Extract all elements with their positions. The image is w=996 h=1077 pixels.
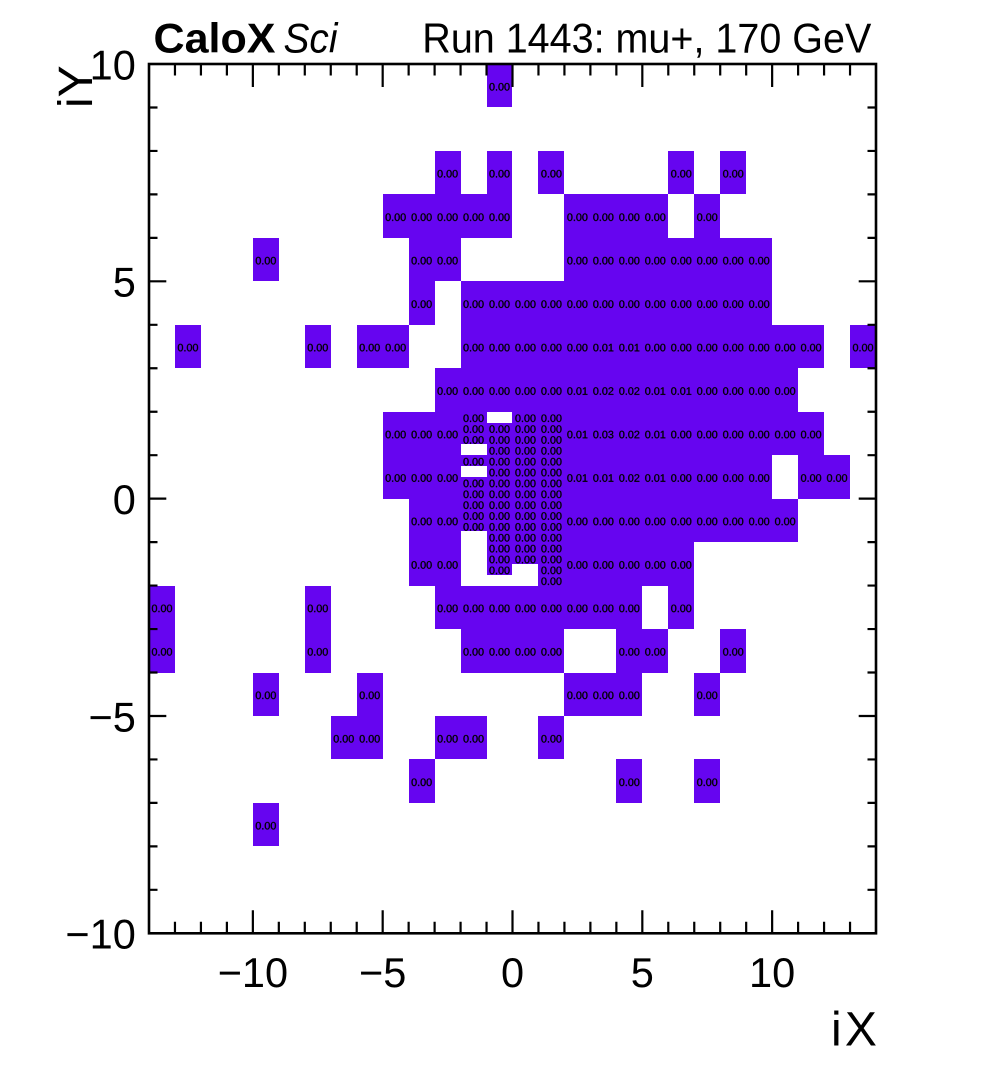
svg-text:0: 0 bbox=[501, 949, 524, 996]
svg-text:iX: iX bbox=[831, 1003, 880, 1056]
svg-text:5: 5 bbox=[113, 259, 136, 306]
svg-text:−5: −5 bbox=[88, 693, 135, 740]
svg-text:Run 1443: mu+, 170 GeV: Run 1443: mu+, 170 GeV bbox=[422, 14, 871, 61]
svg-text:5: 5 bbox=[631, 949, 654, 996]
svg-text:10: 10 bbox=[90, 41, 136, 88]
svg-text:CaloX: CaloX bbox=[154, 14, 276, 61]
svg-text:0: 0 bbox=[113, 476, 136, 523]
svg-text:Sci: Sci bbox=[284, 14, 340, 61]
svg-text:−10: −10 bbox=[218, 949, 288, 996]
svg-text:−5: −5 bbox=[359, 949, 406, 996]
svg-text:10: 10 bbox=[749, 949, 795, 996]
svg-text:iY: iY bbox=[50, 65, 103, 108]
svg-text:−10: −10 bbox=[65, 911, 135, 958]
